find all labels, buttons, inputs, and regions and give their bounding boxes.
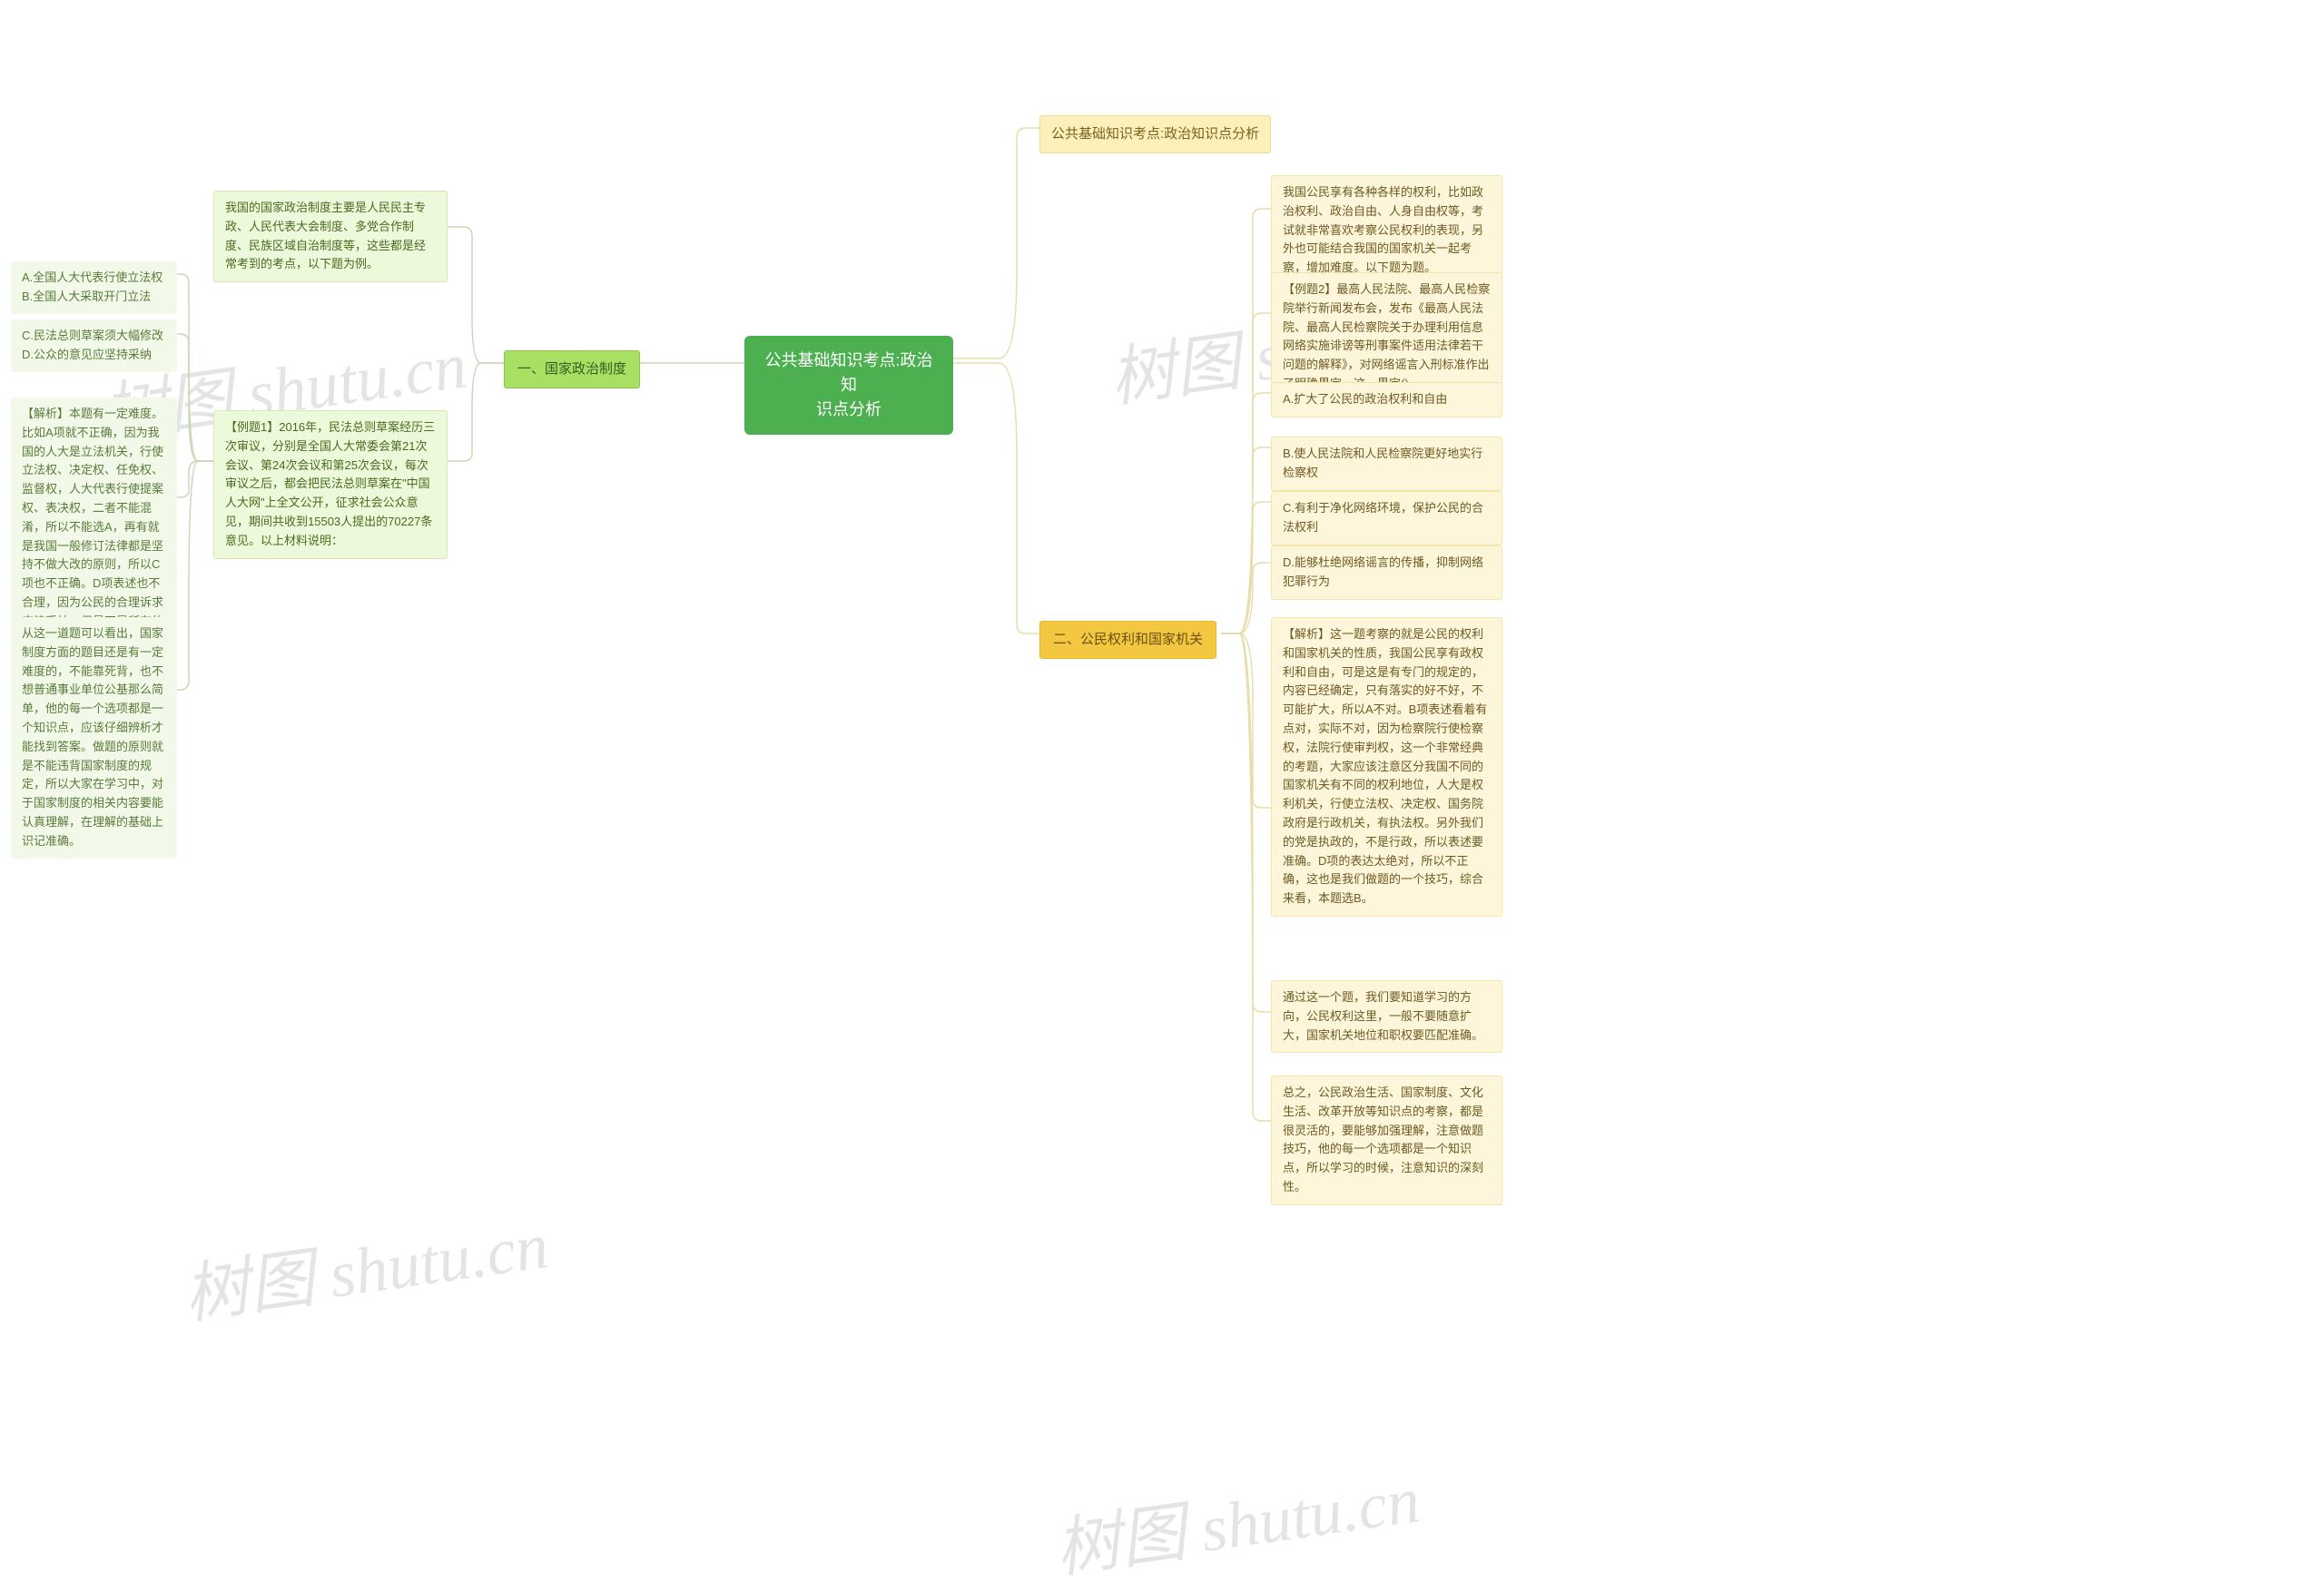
right-leaf-1: 我国公民享有各种各样的权利，比如政治权利、政治自由、人身自由权等，考试就非常喜欢…	[1271, 175, 1502, 286]
top-header: 公共基础知识考点:政治知识点分析	[1039, 115, 1271, 153]
right-leaf-8: 通过这一个题，我们要知道学习的方向，公民权利这里，一般不要随意扩大，国家机关地位…	[1271, 980, 1502, 1053]
left-leaf-b: C.民法总则草案须大幅修改 D.公众的意见应坚持采纳	[11, 319, 177, 372]
left-leaf-d: 从这一道题可以看出，国家制度方面的题目还是有一定难度的，不能靠死背，也不想普通事…	[11, 617, 177, 859]
right-leaf-9: 总之，公民政治生活、国家制度、文化生活、改革开放等知识点的考察，都是很灵活的，要…	[1271, 1075, 1502, 1205]
section-right: 二、公民权利和国家机关	[1039, 621, 1216, 659]
watermark: 树图 shutu.cn	[177, 1191, 554, 1336]
right-leaf-5: C.有利于净化网络环境，保护公民的合法权利	[1271, 491, 1502, 545]
center-line1: 公共基础知识考点:政治知	[765, 351, 933, 394]
center-line2: 识点分析	[816, 400, 881, 418]
right-leaf-7: 【解析】这一题考察的就是公民的权利和国家机关的性质，我国公民享有政权利和自由，可…	[1271, 617, 1502, 917]
left-block-1: 我国的国家政治制度主要是人民民主专政、人民代表大会制度、多党合作制度、民族区域自…	[213, 191, 448, 282]
section-left: 一、国家政治制度	[504, 350, 640, 388]
right-leaf-4: B.使人民法院和人民检察院更好地实行检察权	[1271, 437, 1502, 491]
left-leaf-a: A.全国人大代表行使立法权 B.全国人大采取开门立法	[11, 261, 177, 314]
center-node: 公共基础知识考点:政治知 识点分析	[744, 336, 953, 435]
left-block-2: 【例题1】2016年，民法总则草案经历三次审议，分别是全国人大常委会第21次会议…	[213, 410, 448, 559]
right-leaf-3: A.扩大了公民的政治权利和自由	[1271, 382, 1502, 417]
watermark: 树图 shutu.cn	[1049, 1445, 1425, 1590]
right-leaf-6: D.能够杜绝网络谣言的传播，抑制网络犯罪行为	[1271, 545, 1502, 600]
